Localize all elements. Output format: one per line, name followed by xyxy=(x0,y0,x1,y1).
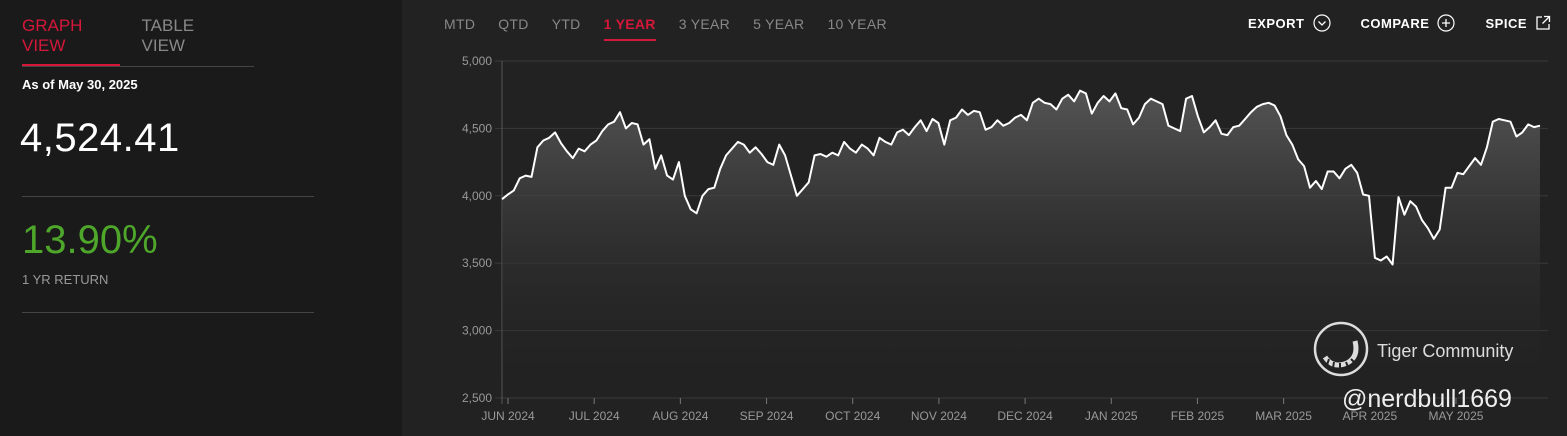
tab-table-view[interactable]: TABLE VIEW xyxy=(141,16,195,55)
watermark: Tiger Community xyxy=(1313,321,1513,382)
x-tick-label: OCT 2024 xyxy=(825,409,880,423)
divider xyxy=(22,312,314,313)
spice-link[interactable]: SPICE xyxy=(1485,15,1551,31)
return-value: 13.90% xyxy=(22,218,158,262)
x-tick-label: AUG 2024 xyxy=(652,409,708,423)
period-tabs: MTD QTD YTD 1 YEAR 3 YEAR 5 YEAR 10 YEAR xyxy=(444,16,910,41)
chart-series-line xyxy=(501,89,1541,266)
compare-button[interactable]: COMPARE xyxy=(1361,14,1456,32)
chart-area-fill xyxy=(502,90,1540,398)
x-tick-label: JUN 2024 xyxy=(481,409,535,423)
index-value: 4,524.41 xyxy=(20,116,180,160)
summary-panel: GRAPH VIEW TABLE VIEW As of May 30, 2025… xyxy=(0,0,402,436)
export-label: EXPORT xyxy=(1248,15,1305,31)
x-tick-label: MAR 2025 xyxy=(1255,409,1312,423)
compare-label: COMPARE xyxy=(1360,15,1430,31)
x-tick-label: NOV 2024 xyxy=(911,409,967,423)
watermark-handle: @nerdbull1669 xyxy=(1342,385,1512,413)
x-tick-label: DEC 2024 xyxy=(997,409,1053,423)
x-tick-label: MAY 2025 xyxy=(1429,409,1484,423)
export-button[interactable]: EXPORT xyxy=(1248,14,1331,32)
x-tick-label: SEP 2024 xyxy=(740,409,794,423)
period-3-year[interactable]: 3 YEAR xyxy=(678,16,731,32)
chevron-down-circle-icon xyxy=(1312,14,1331,32)
period-ytd[interactable]: YTD xyxy=(551,16,581,32)
y-tick-label: 4,500 xyxy=(462,121,492,135)
x-tick-label: FEB 2025 xyxy=(1171,409,1225,423)
period-10-year[interactable]: 10 YEAR xyxy=(827,16,887,32)
y-tick-label: 2,500 xyxy=(462,391,492,405)
y-axis: 5,000 4,500 4,000 3,500 3,000 2,500 xyxy=(462,54,503,405)
spice-label: SPICE xyxy=(1485,15,1527,31)
y-tick-label: 5,000 xyxy=(462,54,492,68)
as-of-date: As of May 30, 2025 xyxy=(22,77,138,92)
divider xyxy=(22,196,314,197)
plus-circle-icon xyxy=(1437,14,1456,32)
chart-actions: EXPORT COMPARE SPICE xyxy=(1218,14,1551,32)
x-tick-label: JUL 2024 xyxy=(569,409,620,423)
y-tick-label: 4,000 xyxy=(462,189,492,203)
tab-graph-view[interactable]: GRAPH VIEW xyxy=(22,16,120,66)
y-tick-label: 3,500 xyxy=(462,256,492,270)
external-link-icon xyxy=(1535,15,1551,31)
watermark-brand: Tiger Community xyxy=(1377,341,1514,361)
y-tick-label: 3,000 xyxy=(462,324,492,338)
x-tick-label: JAN 2025 xyxy=(1085,409,1138,423)
view-tabs: GRAPH VIEW TABLE VIEW xyxy=(22,16,254,67)
tiger-logo-icon xyxy=(1313,321,1369,382)
x-tick-label: APR 2025 xyxy=(1342,409,1397,423)
period-qtd[interactable]: QTD xyxy=(498,16,529,32)
period-1-year[interactable]: 1 YEAR xyxy=(603,16,656,41)
period-mtd[interactable]: MTD xyxy=(444,16,476,32)
period-5-year[interactable]: 5 YEAR xyxy=(753,16,805,32)
return-label: 1 YR RETURN xyxy=(22,272,109,287)
x-axis: JUN 2024 JUL 2024 AUG 2024 SEP 2024 OCT 2024… xyxy=(481,398,1484,423)
